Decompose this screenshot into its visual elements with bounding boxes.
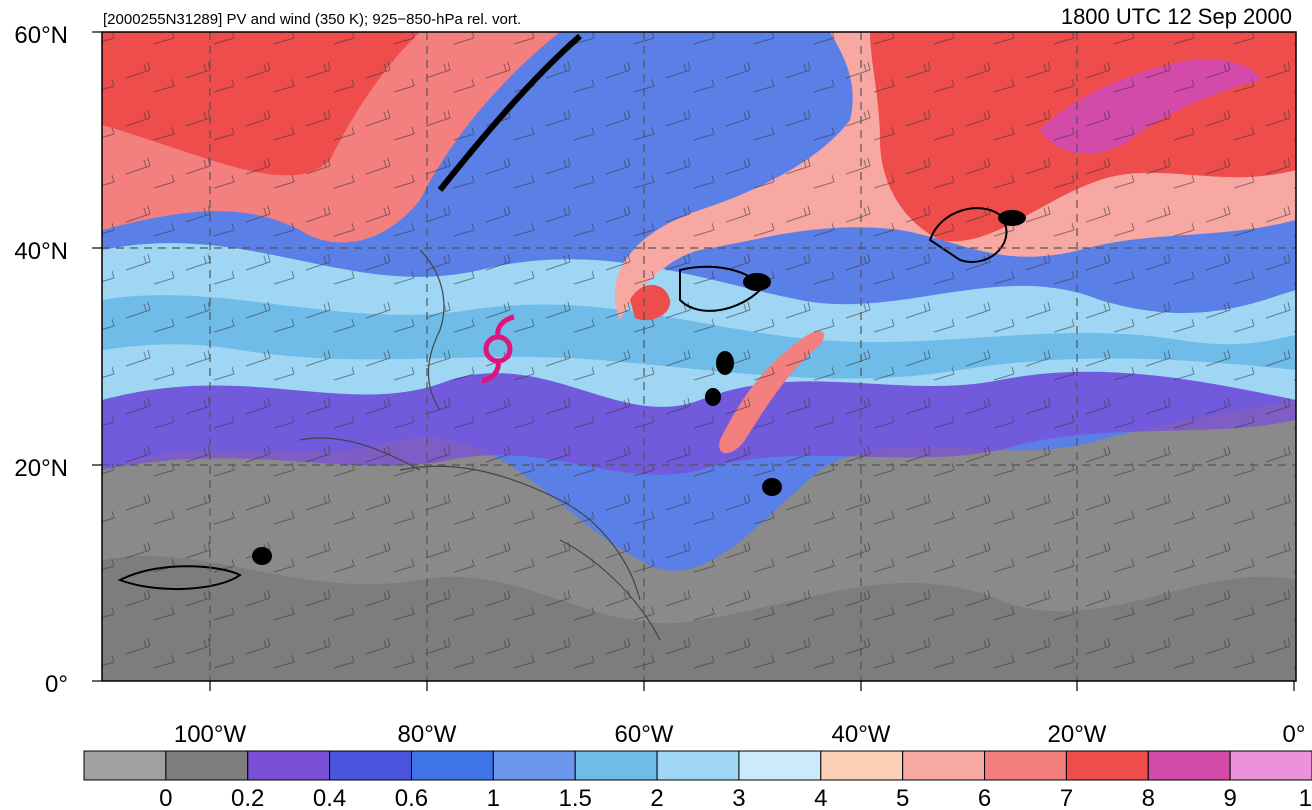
- lon-label-20w: 20°W: [1048, 721, 1107, 748]
- colorbar-box: [165, 750, 249, 781]
- vorticity-blob-e: [252, 547, 272, 565]
- colorbar-box: [656, 750, 740, 781]
- vorticity-contour-b: [928, 207, 1008, 263]
- colorbar-label: 0.4: [313, 785, 346, 810]
- map-frame: [101, 31, 1297, 682]
- figure-subtitle: [2000255N31289] PV and wind (350 K); 925…: [103, 11, 521, 28]
- colorbar-box: [1229, 750, 1312, 781]
- lat-label-60n: 60°N: [14, 22, 68, 49]
- colorbar-box: [1147, 750, 1231, 781]
- colorbar-box: [329, 750, 412, 781]
- axis-ticks: [92, 31, 1295, 691]
- hurricane-symbol: [481, 314, 515, 384]
- colorbar-label: 0.6: [395, 785, 428, 810]
- vorticity-blob-b: [716, 351, 734, 375]
- vorticity-blob-d: [762, 478, 782, 496]
- lat-label-0: 0°: [45, 671, 68, 698]
- vorticity-contour-c: [117, 565, 242, 591]
- colorbar-label: 0.2: [231, 785, 264, 810]
- jet-contour: [437, 33, 582, 192]
- colorbar-box: [984, 750, 1067, 781]
- colorbar-label: 5: [896, 785, 909, 810]
- lon-label-0: 0°: [1283, 721, 1306, 748]
- colorbar: 0 0.2 0.4 0.6 1 1.5 2 3 4 5 6 7 8 9 10: [83, 750, 1312, 810]
- colorbar-label: 3: [732, 785, 745, 810]
- lat-label-40n: 40°N: [14, 238, 68, 265]
- colorbar-box: [247, 750, 331, 781]
- colorbar-label: 1.5: [559, 785, 592, 810]
- colorbar-label: 0: [159, 785, 172, 810]
- pv-field: [102, 32, 1296, 681]
- colorbar-label: 2: [650, 785, 663, 810]
- coastline: [299, 249, 661, 641]
- colorbar-label: 9: [1223, 785, 1236, 810]
- colorbar-label: 6: [978, 785, 991, 810]
- colorbar-box: [902, 750, 986, 781]
- lat-label-20n: 20°N: [14, 455, 68, 482]
- colorbar-box: [574, 750, 658, 781]
- colorbar-label: 10: [1299, 785, 1312, 810]
- colorbar-label: 1: [487, 785, 500, 810]
- graticule: [102, 32, 1296, 681]
- colorbar-box: [738, 750, 822, 781]
- valid-time-label: 1800 UTC 12 Sep 2000: [1061, 4, 1292, 29]
- colorbar-box: [410, 750, 494, 781]
- lon-label-100w: 100°W: [174, 721, 247, 748]
- lon-label-80w: 80°W: [398, 721, 457, 748]
- lon-label-60w: 60°W: [615, 721, 674, 748]
- colorbar-box: [492, 750, 576, 781]
- colorbar-label: 7: [1060, 785, 1073, 810]
- vorticity-blob-a: [743, 273, 771, 291]
- colorbar-label: 4: [814, 785, 827, 810]
- colorbar-box: [1065, 750, 1149, 781]
- vorticity-blob-c: [705, 388, 721, 406]
- colorbar-box: [820, 750, 904, 781]
- colorbar-box: [83, 750, 167, 781]
- colorbar-label: 8: [1142, 785, 1155, 810]
- lon-label-40w: 40°W: [832, 721, 891, 748]
